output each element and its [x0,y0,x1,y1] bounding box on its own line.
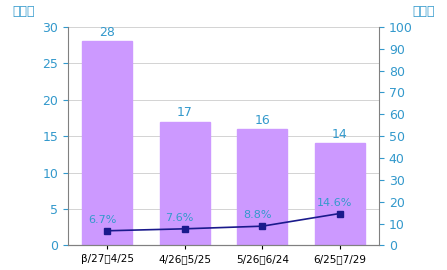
Text: 14.6%: 14.6% [316,198,352,208]
Bar [82,41,132,245]
Text: 17: 17 [177,106,193,119]
Text: 6.7%: 6.7% [88,215,116,225]
Text: 16: 16 [254,114,270,127]
Bar [237,129,287,245]
Bar [315,143,365,245]
Bar [160,122,210,245]
Text: 7.6%: 7.6% [165,213,194,223]
Text: （件）: （件） [12,5,34,18]
Text: 14: 14 [332,128,348,141]
Text: 28: 28 [99,26,115,39]
Text: （％）: （％） [413,5,435,18]
Text: 8.8%: 8.8% [243,210,271,220]
